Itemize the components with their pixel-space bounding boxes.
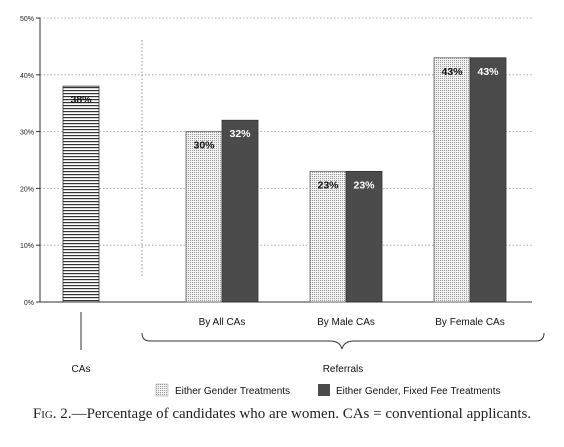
group-label-referrals: Referrals xyxy=(323,364,364,375)
legend-swatch-fixed-fee xyxy=(318,384,330,396)
legend: Either Gender Treatments Either Gender, F… xyxy=(155,383,501,397)
data-label: 43% xyxy=(477,66,499,78)
bar-fixed-fee xyxy=(221,119,259,303)
figure-number: Fig. 2. xyxy=(32,406,72,422)
referrals-bracket xyxy=(141,332,545,350)
y-tick-label: 40% xyxy=(20,73,34,80)
data-label: 43% xyxy=(441,66,463,78)
x-category-label: By Male CAs xyxy=(317,317,375,328)
legend-label-either-gender: Either Gender Treatments xyxy=(175,386,290,397)
x-category-label: By Female CAs xyxy=(435,317,504,328)
legend-label-fixed-fee: Either Gender, Fixed Fee Treatments xyxy=(336,386,501,397)
y-tick-label: 20% xyxy=(20,186,34,193)
data-label: 30% xyxy=(193,140,215,152)
bar-cas xyxy=(62,85,100,303)
x-category-label: CAs xyxy=(72,364,91,375)
group-brackets: Referrals xyxy=(141,332,545,375)
legend-swatch-either-gender xyxy=(155,383,169,397)
bars xyxy=(62,57,507,303)
bar-fixed-fee xyxy=(469,57,507,303)
bar-either-gender xyxy=(185,131,223,303)
y-tick-label: 10% xyxy=(20,243,34,250)
caption-text: —Percentage of candidates who are women.… xyxy=(71,406,532,422)
data-label: 32% xyxy=(229,128,251,140)
y-tick-label: 0% xyxy=(24,300,34,307)
y-tick-label: 50% xyxy=(20,16,34,23)
bar-fixed-fee xyxy=(345,170,383,303)
bar-either-gender xyxy=(433,57,471,303)
figure-caption: Fig. 2.—Percentage of candidates who are… xyxy=(0,406,564,423)
y-tick-label: 30% xyxy=(20,130,34,137)
data-label: 23% xyxy=(317,179,339,191)
x-category-label: By All CAs xyxy=(199,317,246,328)
data-label: 23% xyxy=(353,179,375,191)
data-labels: 38% 30% 23% 43% 32% 23% 43% xyxy=(70,66,499,192)
data-label: 38% xyxy=(70,94,92,106)
category-labels: CAs By All CAs By Male CAs By Female CAs xyxy=(72,312,505,375)
